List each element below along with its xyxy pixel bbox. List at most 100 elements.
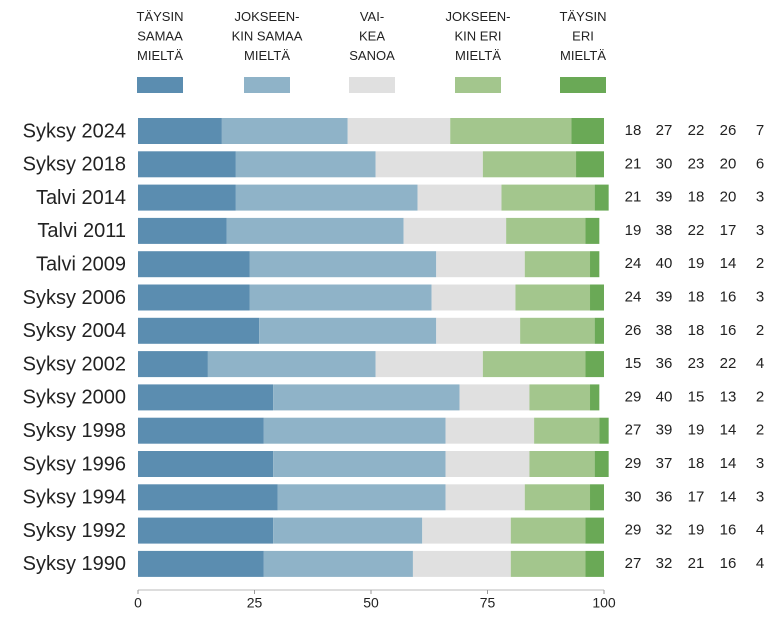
bar-segment	[138, 151, 236, 178]
bar-segment	[138, 351, 208, 378]
y-tick-label: Syksy 2006	[23, 287, 126, 309]
bar-segment	[599, 417, 609, 444]
bar-segment	[585, 517, 604, 544]
bar-segment	[375, 151, 483, 178]
value-label: 2	[756, 422, 764, 439]
value-label: 20	[720, 189, 737, 206]
value-label: 15	[625, 355, 642, 372]
value-label: 15	[688, 388, 705, 405]
bar-segment	[445, 451, 530, 477]
bar-segment	[417, 184, 502, 211]
value-label: 36	[656, 355, 673, 372]
legend-label: VAI-KEA SANOA	[349, 9, 395, 63]
value-label: 17	[688, 488, 705, 505]
bar-segment	[524, 251, 591, 278]
bar-segment	[590, 251, 600, 278]
legend-label: JOKSEEN-KIN SAMAA MIELTÄ	[232, 9, 303, 63]
bar-segment	[594, 317, 604, 344]
legend-label: TÄYSIN ERI MIELTÄ	[560, 9, 607, 63]
bar-segment	[221, 118, 348, 144]
value-label: 23	[688, 155, 705, 172]
value-label: 13	[720, 388, 737, 405]
bar-segment	[459, 384, 530, 411]
value-label: 3	[756, 222, 764, 239]
bar-segment	[422, 517, 511, 544]
value-label: 24	[625, 288, 642, 305]
bar-segment	[277, 484, 446, 511]
value-label: 19	[688, 422, 705, 439]
legend-swatch	[560, 77, 606, 93]
value-label: 23	[688, 355, 705, 372]
value-label: 16	[720, 288, 737, 305]
bar-segment	[226, 217, 404, 244]
bar-segment	[138, 251, 250, 278]
legend-label: JOKSEEN-KIN ERI MIELTÄ	[445, 9, 510, 63]
bar-segment	[590, 384, 600, 411]
value-label: 36	[656, 488, 673, 505]
value-label: 2	[756, 255, 764, 272]
bar-segment	[510, 550, 586, 577]
legend-swatch	[137, 77, 183, 93]
bar-segment	[515, 284, 591, 311]
value-label: 30	[656, 155, 673, 172]
bar-segment	[585, 217, 600, 244]
value-label: 37	[656, 455, 673, 472]
legend-swatch	[349, 77, 395, 93]
value-label: 32	[656, 522, 673, 539]
value-label: 16	[720, 555, 737, 572]
x-tick-label: 50	[363, 595, 379, 611]
value-label: 17	[720, 222, 737, 239]
bar-segment	[594, 184, 609, 211]
bar-segment	[445, 484, 525, 511]
legend-label: TÄYSIN SAMAA MIELTÄ	[137, 9, 184, 63]
value-label: 3	[756, 488, 764, 505]
bar-segment	[249, 251, 437, 278]
value-label: 6	[756, 155, 764, 172]
value-label: 27	[625, 422, 642, 439]
bar-segment	[590, 484, 604, 511]
bar-segment	[138, 550, 264, 577]
x-tick-label: 100	[592, 595, 616, 611]
bar-segment	[207, 351, 376, 378]
bar-segment	[138, 517, 274, 544]
bar-segment	[590, 284, 604, 311]
bar-segment	[412, 550, 511, 577]
value-label: 14	[720, 488, 737, 505]
y-tick-label: Syksy 1990	[23, 553, 126, 575]
bar-segment	[235, 151, 376, 178]
value-label: 22	[720, 355, 737, 372]
value-label: 39	[656, 189, 673, 206]
bar-segment	[138, 184, 236, 211]
x-tick-label: 25	[247, 595, 263, 611]
value-label: 40	[656, 388, 673, 405]
bar-segment	[138, 484, 278, 511]
bar-segment	[585, 351, 604, 378]
value-label: 21	[625, 189, 642, 206]
bar-segment	[273, 517, 423, 544]
value-label: 39	[656, 422, 673, 439]
bar-segment	[273, 451, 446, 477]
bar-segment	[450, 118, 572, 144]
bar-segment	[259, 317, 437, 344]
value-label: 4	[756, 355, 764, 372]
value-label: 29	[625, 522, 642, 539]
value-label: 4	[756, 522, 764, 539]
bar-segment	[520, 317, 595, 344]
bar-segment	[235, 184, 418, 211]
value-label: 38	[656, 322, 673, 339]
y-tick-label: Syksy 1992	[23, 520, 126, 542]
bar-segment	[138, 217, 227, 244]
value-label: 24	[625, 255, 642, 272]
bar-segment	[571, 118, 604, 144]
bar-segment	[347, 118, 451, 144]
bar-segment	[263, 417, 446, 444]
bar-segment	[585, 550, 604, 577]
value-label: 3	[756, 288, 764, 305]
value-label: 22	[688, 122, 705, 139]
y-tick-label: Syksy 2000	[23, 387, 126, 409]
value-label: 18	[688, 322, 705, 339]
value-label: 26	[720, 122, 737, 139]
value-label: 19	[688, 255, 705, 272]
bar-segment	[249, 284, 432, 311]
y-tick-label: Talvi 2011	[37, 220, 126, 242]
